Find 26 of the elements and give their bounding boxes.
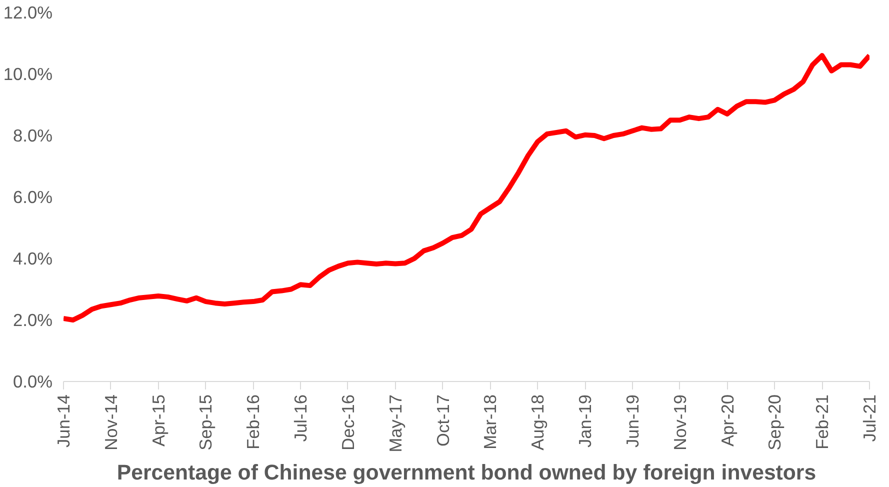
y-tick-label: 6.0%	[13, 187, 53, 207]
x-tick-label: Jun-14	[54, 394, 74, 448]
x-tick-label: Jul-21	[860, 394, 880, 442]
x-tick-label: Feb-21	[812, 394, 832, 450]
x-tick-label: Mar-18	[480, 394, 500, 450]
y-tick-label: 2.0%	[13, 310, 53, 330]
y-tick-label: 4.0%	[13, 248, 53, 268]
x-tick-label: Dec-16	[338, 394, 358, 450]
y-tick-label: 0.0%	[13, 372, 53, 392]
x-tick-label: Jun-19	[622, 394, 642, 448]
x-tick-label: Aug-18	[528, 394, 548, 450]
x-tick-label: Sep-15	[196, 394, 216, 450]
x-tick-label: Apr-20	[717, 394, 738, 447]
y-tick-label: 8.0%	[13, 126, 53, 146]
y-tick-label: 12.0%	[3, 2, 53, 22]
x-axis-title: Percentage of Chinese government bond owned by foreign investors	[116, 460, 816, 484]
x-tick-label: Nov-14	[100, 394, 121, 450]
x-tick-label: Oct-17	[432, 394, 453, 446]
x-tick-label: Jan-19	[575, 394, 596, 448]
y-tick-label: 10.0%	[3, 64, 53, 84]
x-tick-label: May-17	[385, 394, 406, 452]
x-tick-label: Apr-15	[148, 394, 168, 447]
x-tick-label: Jul-16	[290, 394, 311, 442]
x-tick-label: Feb-16	[243, 394, 264, 450]
x-tick-label: Nov-19	[670, 394, 690, 450]
x-tick-label: Sep-20	[764, 394, 785, 450]
